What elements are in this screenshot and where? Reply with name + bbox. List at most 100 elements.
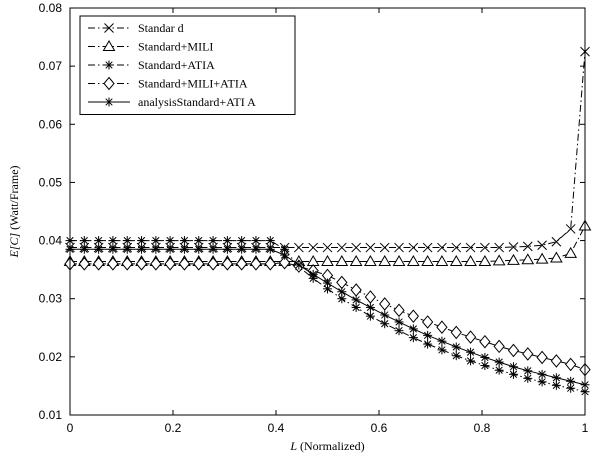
- series-2-point: [364, 255, 377, 267]
- series-2-point: [478, 255, 492, 267]
- series-5-point: [151, 244, 161, 254]
- series-3-point: [108, 236, 118, 246]
- series-1-point: [437, 242, 447, 253]
- series-3-point: [179, 236, 189, 246]
- series-2-point: [335, 255, 349, 267]
- series-4-point: [207, 257, 219, 271]
- series-4-point: [565, 357, 577, 372]
- y-tick-label: 0.04: [39, 234, 63, 248]
- series-1-point: [351, 242, 361, 253]
- series-1-point: [465, 242, 476, 253]
- x-tick-label: 0.8: [474, 421, 491, 435]
- series-3-point: [137, 236, 147, 246]
- series-5-point: [508, 362, 518, 372]
- series-2-point: [321, 255, 334, 267]
- series-4-point: [221, 257, 234, 271]
- series-4-point: [121, 257, 133, 271]
- series-5-point: [265, 244, 275, 254]
- plot-area: [63, 46, 592, 397]
- x-tick-label: 0: [67, 421, 74, 435]
- series-1-point: [508, 242, 519, 252]
- y-tick-label: 0.08: [39, 1, 63, 15]
- series-3-point: [394, 326, 404, 336]
- series-4-point: [336, 275, 348, 290]
- legend-label: Standard+MILI+ATIA: [138, 77, 248, 91]
- series-1-point: [480, 242, 490, 253]
- series-5-point: [480, 352, 490, 362]
- series-5-point: [380, 310, 390, 320]
- series-1-point: [494, 242, 505, 253]
- series-3-point: [165, 236, 175, 246]
- series-5-point: [194, 244, 204, 254]
- series-1-point: [537, 240, 547, 251]
- series-5-point: [79, 244, 89, 254]
- legend-box: [79, 15, 296, 115]
- series-3-point: [222, 236, 232, 246]
- series-5-point: [137, 244, 147, 254]
- series-2-point: [392, 255, 406, 267]
- series-1-point: [551, 236, 562, 247]
- legend-marker: [104, 97, 114, 107]
- series-5-point: [566, 376, 576, 386]
- series-5-point: [423, 330, 433, 340]
- series-5-point: [437, 336, 447, 346]
- series-1-point: [294, 242, 304, 253]
- legend-entry-4: Standard+MILI+ATIA: [88, 77, 248, 91]
- series-3-point: [323, 284, 332, 294]
- series-5-point: [179, 244, 189, 254]
- series-4-point: [407, 309, 420, 323]
- series-1-point: [379, 242, 390, 253]
- legend-marker: [104, 60, 114, 70]
- series-3-point: [451, 351, 461, 361]
- legend-label: Standar d: [138, 21, 184, 35]
- series-2-point: [564, 246, 578, 258]
- series-4-point: [193, 257, 205, 271]
- series-4-point: [250, 257, 262, 271]
- series-5-point: [165, 244, 175, 254]
- series-4-point: [550, 354, 563, 368]
- series-4-point: [479, 334, 491, 349]
- x-tick-label: 0.2: [165, 421, 182, 435]
- series-4-point: [450, 325, 462, 340]
- series-2-point: [435, 255, 449, 267]
- series-1-point: [308, 242, 319, 253]
- x-axis-label: L (Normalized): [289, 439, 364, 453]
- plot-frame: [69, 7, 586, 416]
- series-4-point: [464, 330, 477, 344]
- legend-marker: [104, 23, 114, 33]
- series-5-point: [280, 250, 290, 260]
- series-1-point: [394, 242, 404, 253]
- series-5-point: [94, 244, 104, 254]
- legend-entry-1: Standar d: [88, 21, 184, 35]
- series-5-point: [365, 302, 375, 312]
- series-5-point: [323, 278, 332, 288]
- y-tick-label: 0.02: [39, 350, 63, 364]
- series-3-point: [251, 236, 261, 246]
- series-4-point: [178, 257, 191, 271]
- series-2-point: [464, 255, 477, 267]
- series-1-point: [336, 242, 347, 253]
- series-5-point: [308, 269, 318, 279]
- series-5: [65, 244, 590, 390]
- series-3-point: [265, 236, 275, 246]
- axes: 0 0.2 0.4 0.6 0.8 1 0.01 0.02 0.03 0.04 0.05 0.06 0.…: [39, 1, 589, 435]
- series-5-point: [551, 373, 561, 383]
- series-5-point: [294, 260, 304, 270]
- series-5-point: [122, 244, 132, 254]
- series-3-point: [365, 311, 375, 321]
- x-tick-label: 0.6: [371, 421, 388, 435]
- series-1-point: [365, 242, 376, 253]
- series-4-point: [150, 257, 162, 271]
- series-3: [65, 236, 590, 397]
- series-2-point: [535, 252, 549, 264]
- x-tick-label: 0.4: [268, 421, 285, 435]
- series-5-point: [408, 324, 418, 334]
- y-tick-label: 0.06: [39, 117, 63, 131]
- series-4-point: [379, 297, 391, 311]
- series-2-point: [421, 255, 434, 267]
- legend-label: analysisStandard+ATI A: [138, 95, 256, 109]
- series-4-point: [107, 257, 119, 271]
- series-5-point: [394, 317, 404, 327]
- legend-label: Standard+ATIA: [138, 58, 215, 72]
